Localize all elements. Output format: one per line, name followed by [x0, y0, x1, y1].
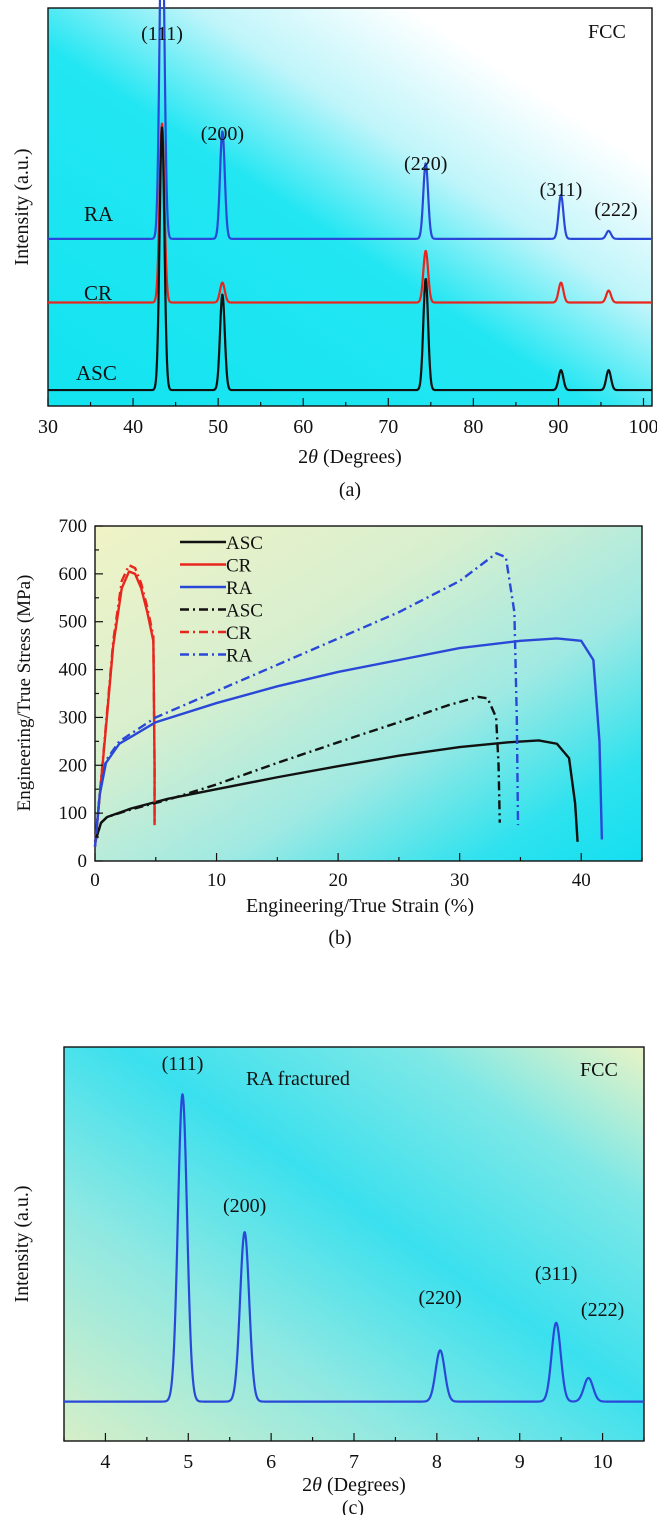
x-tick-label: 10	[207, 870, 226, 891]
x-tick-label: 60	[293, 416, 313, 438]
peak-label: (200)	[201, 123, 244, 145]
y-tick-label: 0	[78, 851, 88, 872]
y-axis-label-c: Intensity (a.u.)	[11, 1185, 33, 1302]
y-tick-label: 200	[59, 755, 88, 776]
phase-label-a: FCC	[588, 21, 626, 43]
plot-area-c	[64, 1047, 644, 1441]
x-tick-label: 40	[123, 416, 143, 438]
legend-label: ASC	[226, 533, 263, 554]
caption-c: (c)	[342, 1497, 364, 1515]
series-label-cr: CR	[84, 281, 112, 305]
x-tick-label: 50	[208, 416, 228, 438]
plot-area-a	[48, 8, 652, 406]
x-tick-label: 80	[463, 416, 483, 438]
x-tick-label: 90	[548, 416, 568, 438]
xrd-chart-c: (111) (200) (220) (311)(222) 4 5 6 7 8 9 10 FCC R…	[0, 1010, 657, 1515]
y-tick-label: 600	[59, 564, 88, 585]
series-label-asc: ASC	[76, 361, 117, 385]
y-tick-label: 700	[59, 516, 88, 537]
legend-label: ASC	[226, 601, 263, 622]
phase-label-c: FCC	[580, 1059, 618, 1081]
x-tick-label: 8	[432, 1451, 442, 1473]
x-tick-label: 10	[593, 1451, 613, 1473]
y-axis-label-b: Engineering/True Stress (MPa)	[14, 575, 35, 812]
peak-label: (220)	[419, 1287, 462, 1309]
x-axis-label-a: 2θ (Degrees)	[298, 446, 402, 468]
y-tick-label: 300	[59, 707, 88, 728]
x-tick-label: 30	[38, 416, 58, 438]
y-tick-label: 400	[59, 660, 88, 681]
peak-label: (111)	[162, 1053, 204, 1075]
caption-a: (a)	[339, 479, 361, 501]
plot-area-b	[95, 526, 642, 861]
legend-label: CR	[226, 556, 252, 577]
legend-label: RA	[226, 578, 253, 599]
y-axis-label-a: Intensity (a.u.)	[11, 148, 33, 265]
x-tick-label: 20	[329, 870, 348, 891]
peak-label: (111)	[141, 23, 183, 45]
x-tick-label: 5	[183, 1451, 193, 1473]
peak-label: (200)	[223, 1195, 266, 1217]
sample-label-c: RA fractured	[246, 1068, 350, 1090]
legend-label: CR	[226, 623, 252, 644]
x-tick-label: 40	[572, 870, 591, 891]
peak-label: (311)	[540, 179, 583, 201]
x-tick-label: 4	[100, 1451, 110, 1473]
x-axis-label-c: 2θ (Degrees)	[302, 1474, 406, 1496]
x-tick-label: 0	[90, 870, 100, 891]
peak-label: (222)	[581, 1299, 624, 1321]
peak-label: (311)	[535, 1263, 578, 1285]
legend-label: RA	[226, 646, 253, 667]
xrd-chart-a: (111) (200) (220) (311) (222) 30 40 50 60 70 80 90…	[0, 0, 657, 505]
x-tick-label: 100	[628, 416, 657, 438]
peak-label: (220)	[404, 153, 447, 175]
x-tick-label: 30	[450, 870, 469, 891]
x-tick-label: 7	[349, 1451, 359, 1473]
series-label-ra: RA	[84, 202, 114, 226]
x-axis-label-b: Engineering/True Strain (%)	[246, 895, 474, 917]
x-tick-label: 70	[378, 416, 398, 438]
x-tick-label: 6	[266, 1451, 276, 1473]
y-tick-label: 100	[59, 803, 88, 824]
y-tick-label: 500	[59, 612, 88, 633]
x-tick-label: 9	[515, 1451, 525, 1473]
caption-b: (b)	[328, 927, 351, 949]
peak-label: (222)	[594, 199, 637, 221]
